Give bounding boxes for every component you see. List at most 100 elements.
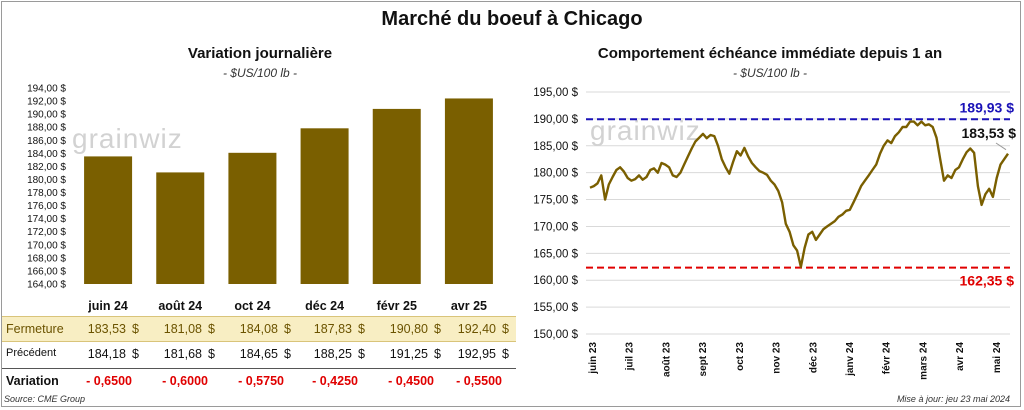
dollar-sign: $ xyxy=(284,322,291,336)
x-tick-label: avr 24 xyxy=(955,342,966,371)
dollar-sign: $ xyxy=(284,347,291,361)
bar xyxy=(372,108,421,284)
table-row-previous: Précédent 184,18 $ 181,68 $ 184,65 $ 188,25… xyxy=(2,342,516,366)
table-cell: 190,80 xyxy=(389,322,428,336)
x-tick-label: août 23 xyxy=(661,342,672,377)
y-tick-label: 168,00 $ xyxy=(27,253,66,264)
dollar-sign: $ xyxy=(208,322,215,336)
table-cell: - 0,4500 xyxy=(388,374,434,388)
right-chart-title: Comportement échéance immédiate depuis 1… xyxy=(597,45,943,62)
x-tick-label: mars 24 xyxy=(918,342,929,380)
table-cell: 192,40 xyxy=(457,322,496,336)
x-tick-label: janv 24 xyxy=(845,342,856,377)
row-label-previous: Précédent xyxy=(6,347,57,359)
table-cell: 184,65 xyxy=(239,347,278,361)
last-value-leader xyxy=(995,142,1007,151)
x-category-label: avr 25 xyxy=(451,299,487,313)
table-cell: - 0,5500 xyxy=(456,374,502,388)
y-tick-label: 164,00 $ xyxy=(27,280,66,291)
table-cell: 181,08 xyxy=(163,322,202,336)
price-line xyxy=(589,120,1009,268)
left-chart-unit: - $US/100 lb - xyxy=(222,66,298,80)
y-tick-label: 182,00 $ xyxy=(27,162,66,173)
y-tick-label: 176,00 $ xyxy=(27,201,66,212)
y-tick-label: 194,00 $ xyxy=(27,84,66,95)
table-cell: 184,18 xyxy=(87,347,126,361)
y-tick-label: 178,00 $ xyxy=(27,188,66,199)
table-cell: 181,68 xyxy=(163,347,202,361)
last-value-label: 183,53 $ xyxy=(962,125,1017,141)
table-row-close: Fermeture 183,53 $ 181,08 $ 184,08 $ 187,83… xyxy=(2,316,516,342)
dollar-sign: $ xyxy=(132,322,139,336)
table-cell: 184,08 xyxy=(239,322,278,336)
main-title: Marché du boeuf à Chicago xyxy=(381,8,643,30)
y-tick-label: 185,00 $ xyxy=(533,141,578,153)
dollar-sign: $ xyxy=(434,347,441,361)
y-tick-label: 175,00 $ xyxy=(533,195,578,207)
y-tick-label: 190,00 $ xyxy=(27,110,66,121)
row-label-variation: Variation xyxy=(6,374,59,388)
x-tick-label: juin 23 xyxy=(588,342,599,375)
source-note: Source: CME Group xyxy=(4,394,86,404)
bar xyxy=(228,152,277,284)
bar xyxy=(156,172,205,284)
y-tick-label: 184,00 $ xyxy=(27,149,66,160)
y-tick-label: 174,00 $ xyxy=(27,214,66,225)
dollar-sign: $ xyxy=(502,347,509,361)
x-category-label: juin 24 xyxy=(87,299,128,313)
x-tick-label: juil 23 xyxy=(625,342,636,372)
y-tick-label: 170,00 $ xyxy=(27,240,66,251)
bar xyxy=(84,156,133,284)
table-cell: 188,25 xyxy=(313,347,352,361)
y-tick-label: 192,00 $ xyxy=(27,97,66,108)
y-tick-label: 186,00 $ xyxy=(27,136,66,147)
table-cell: 191,25 xyxy=(389,347,428,361)
x-tick-label: févr 24 xyxy=(882,342,893,375)
x-tick-label: mai 24 xyxy=(992,342,1003,374)
x-tick-label: déc 23 xyxy=(808,342,819,374)
x-tick-label: nov 23 xyxy=(772,342,783,374)
x-category-label: oct 24 xyxy=(234,299,270,313)
y-tick-label: 180,00 $ xyxy=(27,175,66,186)
update-note: Mise à jour: jeu 23 mai 2024 xyxy=(896,394,1010,404)
x-tick-label: oct 23 xyxy=(735,342,746,371)
bar xyxy=(444,98,493,284)
left-bar-chart: 164,00 $ 166,00 $ 168,00 $ 170,00 $ 172,00 $… xyxy=(27,84,493,313)
right-chart-unit: - $US/100 lb - xyxy=(732,66,808,80)
y-tick-label: 160,00 $ xyxy=(533,275,578,287)
table-cell: - 0,6500 xyxy=(86,374,132,388)
table-cell: 183,53 xyxy=(87,322,126,336)
high-value-label: 189,93 $ xyxy=(960,99,1015,115)
y-tick-label: 165,00 $ xyxy=(533,248,578,260)
dollar-sign: $ xyxy=(502,322,509,336)
x-tick-label: sept 23 xyxy=(698,342,709,377)
watermark-logo: grainwiz xyxy=(72,123,183,154)
dollar-sign: $ xyxy=(434,322,441,336)
left-chart-title: Variation journalière xyxy=(187,45,333,62)
dollar-sign: $ xyxy=(358,322,365,336)
y-tick-label: 170,00 $ xyxy=(533,221,578,233)
x-category-label: août 24 xyxy=(158,299,202,313)
y-tick-label: 190,00 $ xyxy=(533,114,578,126)
y-tick-label: 155,00 $ xyxy=(533,302,578,314)
low-value-label: 162,35 $ xyxy=(960,273,1015,289)
bar xyxy=(300,128,349,284)
table-cell: - 0,5750 xyxy=(238,374,284,388)
dollar-sign: $ xyxy=(132,347,139,361)
table-cell: 187,83 xyxy=(313,322,352,336)
dollar-sign: $ xyxy=(208,347,215,361)
table-cell: - 0,4250 xyxy=(312,374,358,388)
table-row-variation: Variation - 0,6500 - 0,6000 - 0,5750 - 0… xyxy=(2,368,516,393)
y-tick-label: 172,00 $ xyxy=(27,227,66,238)
table-cell: - 0,6000 xyxy=(162,374,208,388)
x-category-label: févr 25 xyxy=(377,299,417,313)
dollar-sign: $ xyxy=(358,347,365,361)
row-label-close: Fermeture xyxy=(6,322,64,336)
right-line-chart: 150,00 $ 155,00 $ 160,00 $ 165,00 $ 170,00 $… xyxy=(533,87,1016,380)
y-tick-label: 150,00 $ xyxy=(533,329,578,341)
y-tick-label: 180,00 $ xyxy=(533,168,578,180)
y-tick-label: 195,00 $ xyxy=(533,87,578,99)
table-cell: 192,95 xyxy=(457,347,496,361)
y-tick-label: 188,00 $ xyxy=(27,123,66,134)
